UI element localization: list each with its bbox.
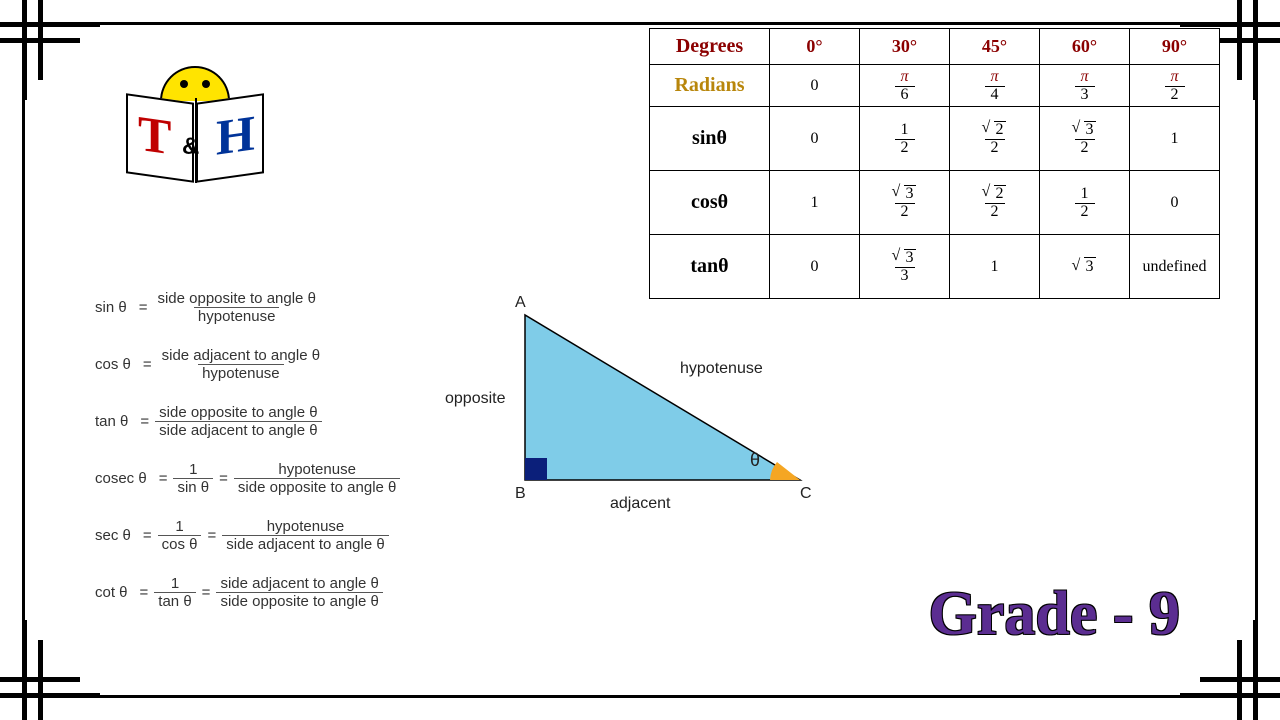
table-row: sinθ 01222321 — [650, 107, 1220, 171]
formula-fraction: hypotenuseside adjacent to angle θ — [222, 518, 388, 553]
table-cell: 1 — [1130, 107, 1220, 171]
formula-lhs: sin θ — [95, 299, 127, 316]
formula-fraction: side adjacent to angle θhypotenuse — [158, 347, 324, 382]
formula-row: tan θ=side opposite to angle θside adjac… — [95, 404, 400, 439]
trig-values-table: Degrees0°30°45°60°90°Radians0π6π4π3π2sin… — [649, 28, 1220, 299]
formula-row: cosec θ=1sin θ=hypotenuseside opposite t… — [95, 461, 400, 496]
table-cell: π3 — [1040, 65, 1130, 107]
table-cell: 22 — [950, 107, 1040, 171]
table-row: cosθ 13222120 — [650, 171, 1220, 235]
table-cell: π4 — [950, 65, 1040, 107]
table-row: tanθ 03313undefined — [650, 235, 1220, 299]
formula-lhs: tan θ — [95, 413, 128, 430]
table-cell: 33 — [860, 235, 950, 299]
formula-row: sin θ=side opposite to angle θhypotenuse — [95, 290, 400, 325]
formula-row: cos θ=side adjacent to angle θhypotenuse — [95, 347, 400, 382]
formula-lhs: sec θ — [95, 527, 131, 544]
formula-row: sec θ=1cos θ=hypotenuseside adjacent to … — [95, 518, 400, 553]
radians-label: Radians — [674, 74, 744, 96]
table-cell: 1 — [770, 171, 860, 235]
th-logo: T & H — [120, 60, 270, 195]
formula-fraction: side opposite to angle θside adjacent to… — [155, 404, 321, 439]
side-hypotenuse: hypotenuse — [680, 360, 763, 378]
table-header-row: Degrees0°30°45°60°90° — [650, 29, 1220, 65]
table-cell: 32 — [860, 171, 950, 235]
formula-fraction: 1sin θ — [173, 461, 213, 496]
table-cell: 32 — [1040, 107, 1130, 171]
formula-fraction: hypotenuseside opposite to angle θ — [234, 461, 400, 496]
table-cell: 0 — [770, 235, 860, 299]
table-cell: 0 — [770, 107, 860, 171]
table-cell: 0 — [770, 65, 860, 107]
formula-lhs: cosec θ — [95, 470, 147, 487]
logo-letter-h: H — [216, 107, 255, 162]
formula-lhs: cot θ — [95, 584, 128, 601]
logo-ampersand: & — [182, 135, 199, 159]
formula-fraction: 1tan θ — [154, 575, 195, 610]
vertex-a: A — [515, 294, 526, 312]
degrees-label: Degrees — [676, 35, 743, 57]
right-triangle-diagram: A B C opposite adjacent hypotenuse θ — [480, 300, 840, 530]
table-cell: π2 — [1130, 65, 1220, 107]
table-cell: 0 — [1130, 171, 1220, 235]
formula-fraction: 1cos θ — [158, 518, 202, 553]
table-cell: 12 — [860, 107, 950, 171]
angle-theta: θ — [750, 450, 760, 471]
table-radians-row: Radians 0π6π4π3π2 — [650, 65, 1220, 107]
formula-lhs: cos θ — [95, 356, 131, 373]
row-label: sinθ — [692, 127, 727, 149]
row-label: tanθ — [690, 255, 728, 277]
trig-definitions: sin θ=side opposite to angle θhypotenuse… — [95, 290, 400, 632]
side-adjacent: adjacent — [610, 495, 671, 513]
logo-letter-t: T — [138, 108, 171, 163]
formula-row: cot θ=1tan θ=side adjacent to angle θsid… — [95, 575, 400, 610]
grade-title: Grade - 9 — [929, 579, 1180, 650]
table-cell: 12 — [1040, 171, 1130, 235]
vertex-b: B — [515, 485, 526, 503]
formula-fraction: side opposite to angle θhypotenuse — [153, 290, 319, 325]
vertex-c: C — [800, 485, 812, 503]
table-cell: π6 — [860, 65, 950, 107]
table-cell: 1 — [950, 235, 1040, 299]
table-cell: 22 — [950, 171, 1040, 235]
table-cell: undefined — [1130, 235, 1220, 299]
formula-fraction: side adjacent to angle θside opposite to… — [216, 575, 382, 610]
row-label: cosθ — [691, 191, 728, 213]
table-cell: 3 — [1040, 235, 1130, 299]
side-opposite: opposite — [445, 390, 506, 408]
